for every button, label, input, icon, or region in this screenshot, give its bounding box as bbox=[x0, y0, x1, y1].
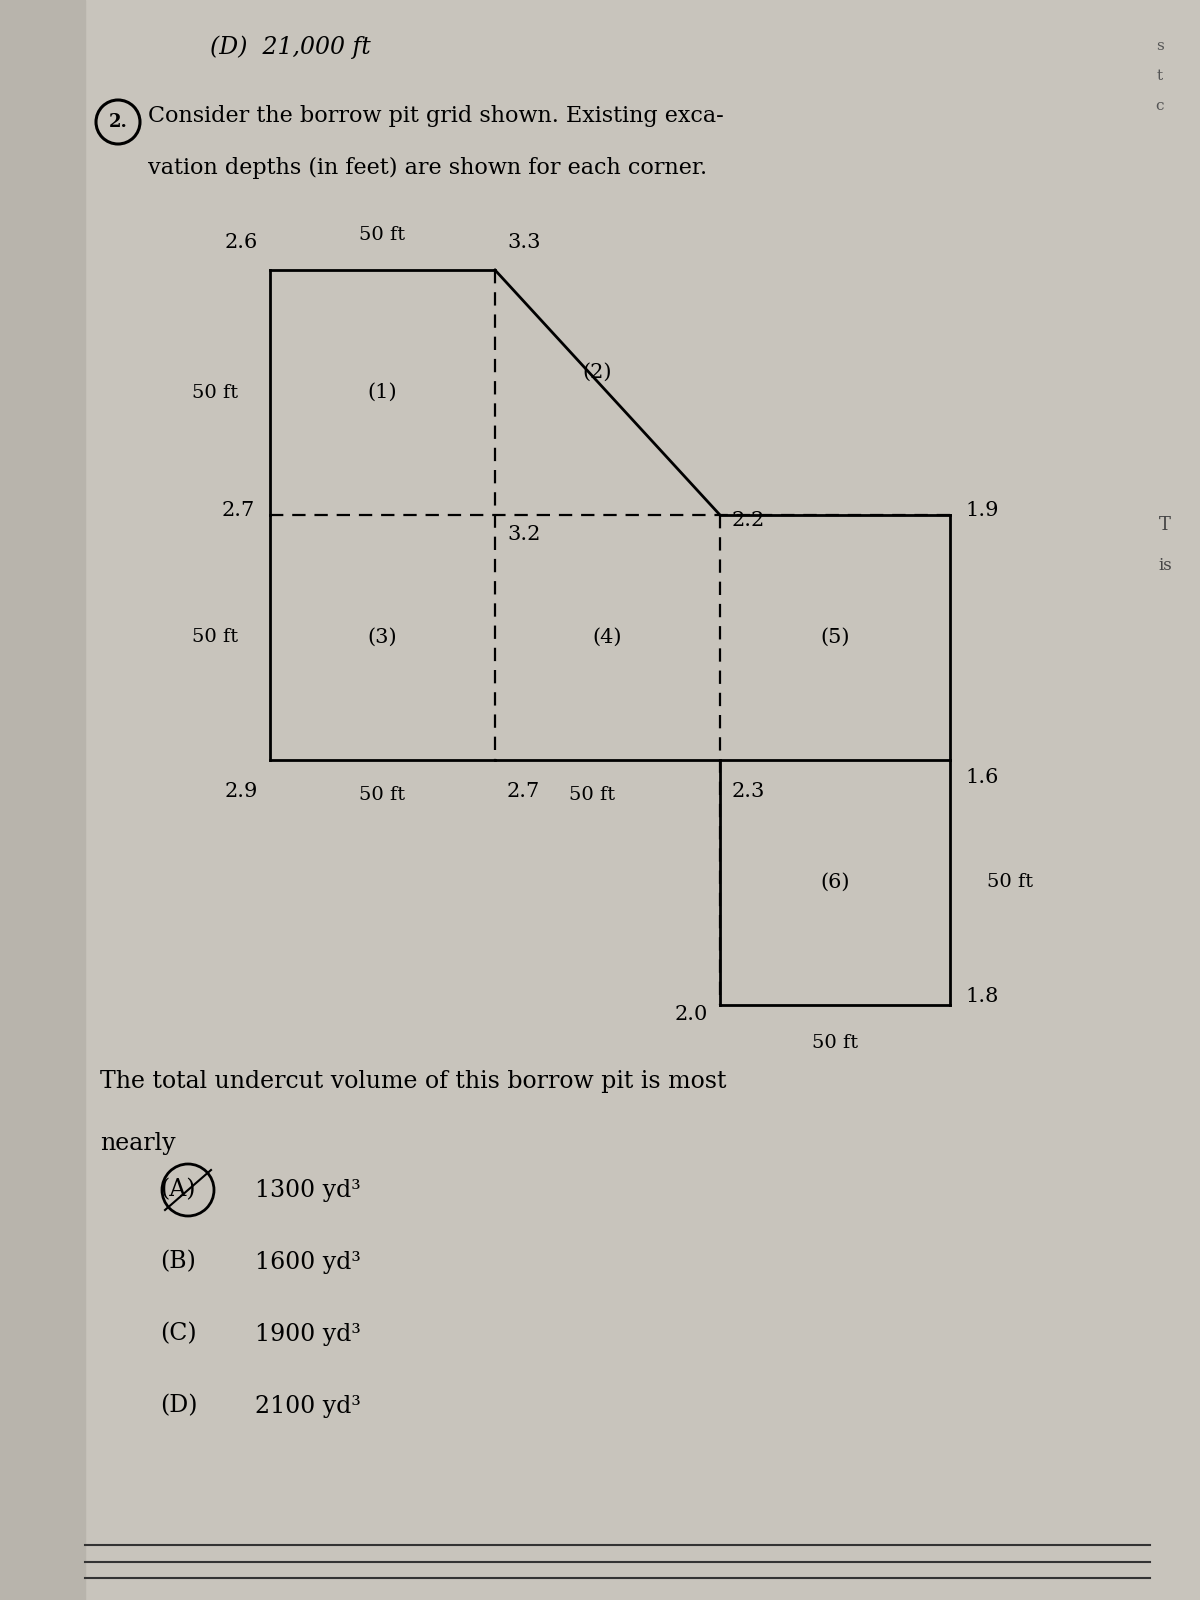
Text: 1.9: 1.9 bbox=[965, 501, 998, 520]
Text: 2.0: 2.0 bbox=[674, 1005, 708, 1024]
Text: 2.7: 2.7 bbox=[222, 501, 256, 520]
Text: t: t bbox=[1157, 69, 1163, 83]
Text: (D)  21,000 ft: (D) 21,000 ft bbox=[210, 35, 371, 59]
Text: c: c bbox=[1156, 99, 1164, 114]
Text: (3): (3) bbox=[367, 627, 397, 646]
Text: 2.6: 2.6 bbox=[224, 234, 258, 251]
Text: 1.8: 1.8 bbox=[965, 987, 998, 1006]
Text: T: T bbox=[1159, 515, 1171, 534]
Text: 2.2: 2.2 bbox=[732, 510, 766, 530]
Text: 50 ft: 50 ft bbox=[986, 874, 1033, 891]
Text: 2.9: 2.9 bbox=[224, 782, 258, 802]
Text: 2.: 2. bbox=[108, 114, 127, 131]
Text: 2100 yd³: 2100 yd³ bbox=[254, 1395, 361, 1418]
Text: is: is bbox=[1158, 557, 1172, 574]
Bar bbox=[0, 0, 85, 1600]
Text: 2.7: 2.7 bbox=[508, 782, 540, 802]
Text: s: s bbox=[1156, 38, 1164, 53]
Text: 1900 yd³: 1900 yd³ bbox=[254, 1323, 361, 1346]
Text: (5): (5) bbox=[821, 627, 850, 646]
Text: 2.3: 2.3 bbox=[732, 782, 766, 802]
Text: (1): (1) bbox=[367, 382, 397, 402]
Text: Consider the borrow pit grid shown. Existing exca-: Consider the borrow pit grid shown. Exis… bbox=[148, 106, 724, 126]
Text: 1300 yd³: 1300 yd³ bbox=[254, 1179, 361, 1202]
Text: 50 ft: 50 ft bbox=[570, 786, 616, 803]
Text: (2): (2) bbox=[583, 363, 612, 382]
Text: 50 ft: 50 ft bbox=[192, 629, 238, 646]
Text: 50 ft: 50 ft bbox=[812, 1034, 858, 1053]
Text: (A): (A) bbox=[160, 1179, 196, 1202]
Text: (6): (6) bbox=[821, 874, 850, 891]
Text: 3.3: 3.3 bbox=[508, 234, 540, 251]
Text: (B): (B) bbox=[160, 1251, 196, 1274]
Text: (D): (D) bbox=[160, 1395, 198, 1418]
Text: The total undercut volume of this borrow pit is most: The total undercut volume of this borrow… bbox=[100, 1070, 726, 1093]
Text: 3.2: 3.2 bbox=[508, 525, 540, 544]
Text: 50 ft: 50 ft bbox=[360, 786, 406, 803]
Text: vation depths (in feet) are shown for each corner.: vation depths (in feet) are shown for ea… bbox=[148, 157, 707, 179]
Text: 1600 yd³: 1600 yd³ bbox=[254, 1251, 361, 1274]
Text: (4): (4) bbox=[593, 627, 623, 646]
Text: 50 ft: 50 ft bbox=[360, 226, 406, 243]
Text: 50 ft: 50 ft bbox=[192, 384, 238, 402]
Text: nearly: nearly bbox=[100, 1133, 175, 1155]
Text: (C): (C) bbox=[160, 1323, 197, 1346]
Text: 1.6: 1.6 bbox=[965, 768, 998, 787]
